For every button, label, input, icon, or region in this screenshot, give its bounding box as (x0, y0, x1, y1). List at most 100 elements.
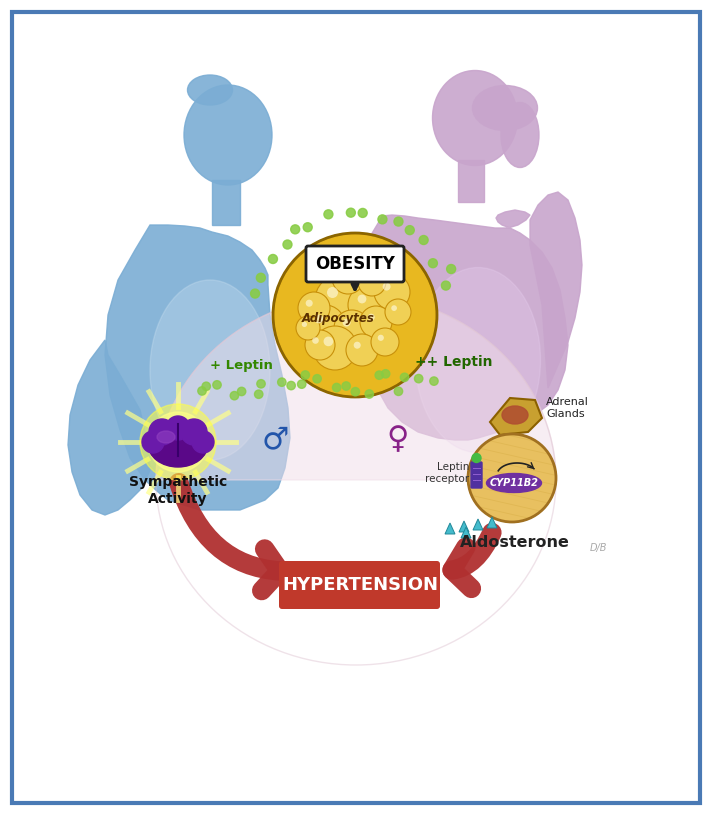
Text: ♂: ♂ (261, 425, 288, 455)
Circle shape (298, 380, 306, 389)
Circle shape (268, 254, 278, 263)
Text: ♀: ♀ (387, 425, 409, 455)
Circle shape (391, 306, 397, 311)
Circle shape (313, 326, 357, 370)
Circle shape (394, 217, 403, 226)
Circle shape (365, 275, 371, 281)
Text: Sympathetic
Activity: Sympathetic Activity (129, 475, 227, 506)
Ellipse shape (157, 431, 175, 443)
Ellipse shape (187, 75, 233, 105)
Ellipse shape (501, 103, 539, 168)
Text: OBESITY: OBESITY (315, 255, 395, 273)
Circle shape (378, 335, 384, 341)
FancyArrowPatch shape (452, 532, 492, 588)
FancyBboxPatch shape (306, 246, 404, 282)
Circle shape (296, 316, 320, 340)
Text: CYP11B2: CYP11B2 (490, 478, 538, 488)
Circle shape (283, 240, 292, 249)
Circle shape (303, 222, 312, 231)
Circle shape (254, 390, 263, 399)
Circle shape (374, 274, 410, 310)
Polygon shape (461, 527, 471, 538)
Circle shape (251, 289, 260, 298)
Circle shape (305, 300, 313, 306)
Circle shape (378, 215, 387, 224)
Circle shape (302, 322, 307, 327)
Polygon shape (459, 521, 469, 532)
Circle shape (375, 371, 384, 379)
FancyArrowPatch shape (179, 482, 280, 591)
Circle shape (446, 265, 456, 274)
Polygon shape (490, 398, 542, 435)
Circle shape (340, 270, 347, 277)
Text: HYPERTENSION: HYPERTENSION (282, 576, 438, 594)
Circle shape (371, 328, 399, 356)
Circle shape (305, 330, 335, 360)
Circle shape (382, 283, 391, 291)
Circle shape (256, 273, 266, 282)
Circle shape (430, 377, 438, 385)
Circle shape (237, 387, 246, 395)
Circle shape (394, 387, 403, 395)
Circle shape (382, 370, 389, 378)
Circle shape (334, 310, 370, 346)
Circle shape (312, 337, 319, 344)
Text: Adipocytes: Adipocytes (302, 311, 375, 324)
FancyBboxPatch shape (471, 462, 482, 488)
Polygon shape (105, 225, 290, 510)
Circle shape (385, 299, 411, 325)
Text: Aldosterone: Aldosterone (460, 535, 570, 550)
Text: Leptin
receptor: Leptin receptor (425, 462, 469, 484)
Circle shape (149, 419, 175, 445)
Polygon shape (487, 517, 497, 528)
Circle shape (441, 281, 451, 290)
Circle shape (327, 287, 338, 298)
Circle shape (358, 268, 386, 296)
Circle shape (323, 337, 333, 346)
Circle shape (332, 262, 364, 294)
Circle shape (290, 225, 300, 234)
Ellipse shape (502, 406, 528, 424)
Circle shape (367, 314, 375, 321)
Circle shape (275, 235, 435, 395)
Circle shape (358, 209, 367, 218)
Circle shape (419, 236, 428, 244)
Circle shape (315, 315, 323, 324)
Circle shape (202, 382, 211, 390)
Circle shape (273, 233, 437, 397)
Circle shape (287, 381, 295, 390)
Circle shape (351, 387, 360, 396)
Circle shape (166, 416, 190, 440)
Text: + Leptin: + Leptin (210, 359, 273, 372)
Circle shape (414, 374, 423, 383)
Ellipse shape (416, 267, 540, 452)
Ellipse shape (150, 280, 270, 460)
Circle shape (360, 306, 392, 338)
Circle shape (301, 371, 310, 379)
Circle shape (342, 381, 350, 390)
Text: ++ Leptin: ++ Leptin (415, 355, 493, 369)
Polygon shape (530, 192, 582, 388)
Circle shape (348, 285, 388, 325)
Circle shape (346, 208, 355, 217)
Circle shape (472, 453, 481, 462)
Ellipse shape (473, 86, 538, 130)
Circle shape (354, 341, 361, 349)
FancyBboxPatch shape (12, 12, 700, 803)
Circle shape (468, 434, 556, 522)
Circle shape (346, 334, 378, 366)
Polygon shape (68, 340, 150, 515)
Circle shape (400, 373, 409, 381)
Circle shape (333, 383, 341, 392)
Text: Adrenal
Glands: Adrenal Glands (546, 397, 589, 419)
FancyBboxPatch shape (458, 160, 484, 202)
Circle shape (148, 412, 208, 472)
Polygon shape (445, 523, 455, 534)
FancyBboxPatch shape (279, 561, 440, 609)
Circle shape (181, 419, 207, 445)
Ellipse shape (184, 85, 272, 185)
Circle shape (324, 209, 333, 218)
Ellipse shape (432, 71, 518, 165)
Circle shape (213, 381, 221, 389)
Circle shape (298, 292, 330, 324)
